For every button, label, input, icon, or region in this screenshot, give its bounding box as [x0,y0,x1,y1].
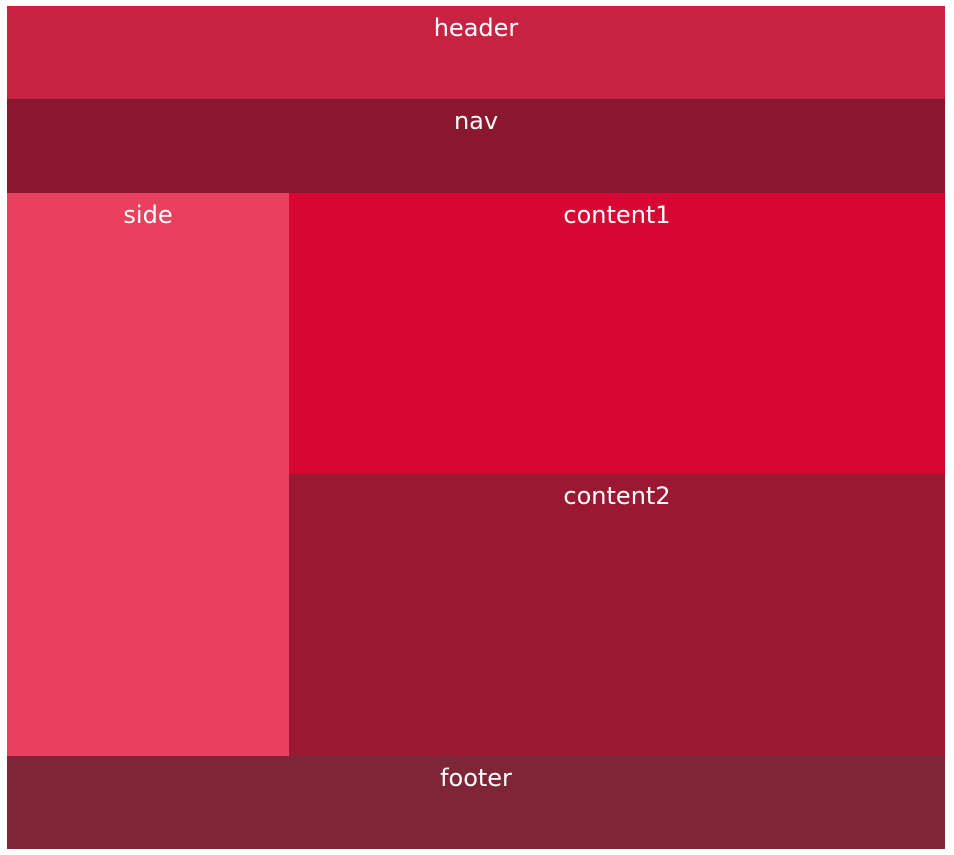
nav-label: nav [453,107,499,135]
side-label: side [123,201,173,229]
content2-label: content2 [563,482,671,510]
footer-region: footer [7,756,945,849]
footer-label: footer [440,764,512,792]
grid-layout-diagram: header nav side content1 content2 footer [7,6,945,849]
nav-region: nav [7,99,945,193]
content2-region: content2 [289,474,945,756]
header-label: header [433,14,519,42]
content1-label: content1 [563,201,671,229]
header-region: header [7,6,945,99]
content1-region: content1 [289,193,945,474]
side-region: side [7,193,289,756]
